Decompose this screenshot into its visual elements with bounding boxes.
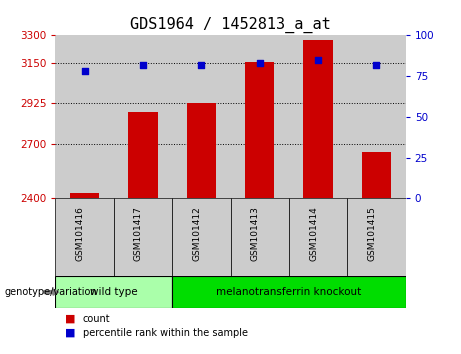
Text: wild type: wild type [90,287,137,297]
Point [139,62,147,68]
Bar [70,193,99,198]
Bar [55,35,114,198]
Point [198,62,205,68]
Text: GSM101416: GSM101416 [76,206,84,261]
Bar [230,198,289,276]
Text: GSM101412: GSM101412 [192,206,201,261]
Bar [172,276,406,308]
Text: GSM101414: GSM101414 [309,206,318,261]
Point [314,57,322,63]
Bar [347,35,406,198]
Bar [347,198,406,276]
Text: genotype/variation: genotype/variation [5,287,97,297]
Bar [114,35,172,198]
Bar [187,103,216,198]
Text: percentile rank within the sample: percentile rank within the sample [83,328,248,338]
Bar [289,198,347,276]
Bar [230,35,289,198]
Text: GSM101417: GSM101417 [134,206,143,261]
Bar [114,198,172,276]
Point [373,62,380,68]
Bar [172,35,230,198]
Bar [55,198,114,276]
Bar [362,152,391,198]
Text: GSM101415: GSM101415 [367,206,377,261]
Title: GDS1964 / 1452813_a_at: GDS1964 / 1452813_a_at [130,16,331,33]
Bar [128,112,158,198]
Text: ■: ■ [65,314,75,324]
Bar [303,40,333,198]
Text: count: count [83,314,111,324]
Text: ■: ■ [65,328,75,338]
Point [256,60,263,66]
Text: melanotransferrin knockout: melanotransferrin knockout [216,287,361,297]
Point [81,68,88,74]
Bar [289,35,347,198]
Bar [245,62,274,198]
Bar [55,276,172,308]
Bar [172,198,230,276]
Text: GSM101413: GSM101413 [251,206,260,261]
